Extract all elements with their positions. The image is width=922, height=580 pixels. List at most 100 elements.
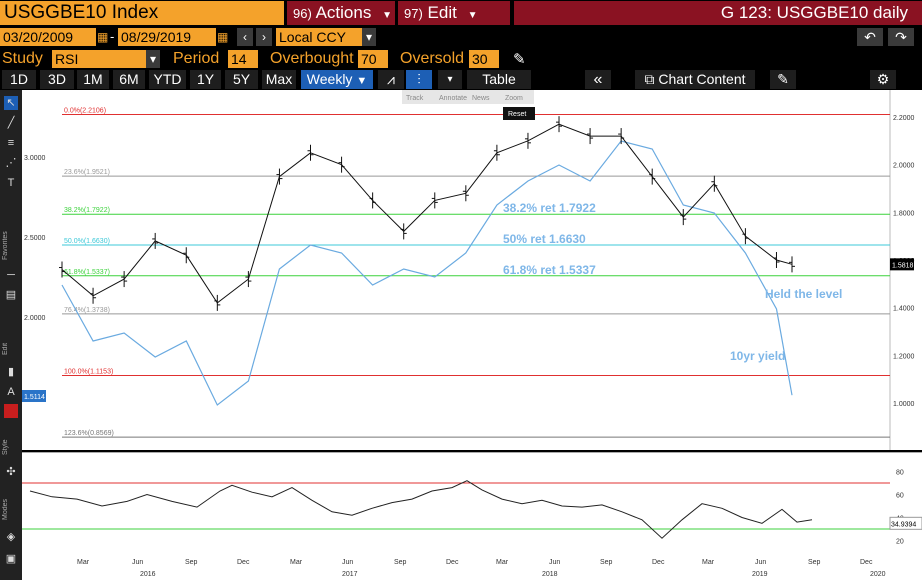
last-price-value: 1.5818 xyxy=(892,262,914,269)
rsi-axis-tick: 80 xyxy=(896,470,904,477)
chart-content-button[interactable]: ⧉ Chart Content xyxy=(635,70,755,89)
annotation-61-ret: 61.8% ret 1.5337 xyxy=(503,263,596,277)
x-month-tick: Dec xyxy=(237,559,250,566)
chart-tool-news[interactable]: News xyxy=(472,95,490,102)
edit-chart-icon[interactable]: ✎ xyxy=(770,70,796,89)
actions-menu-number: 96) xyxy=(293,6,312,21)
chevron-down-icon[interactable]: ▾ xyxy=(438,70,462,89)
rsi-axis-tick: 20 xyxy=(896,539,904,546)
edit-menu-label: Edit xyxy=(427,3,457,22)
font-icon[interactable]: A xyxy=(7,386,15,398)
x-year-tick: 2016 xyxy=(140,571,156,578)
layers-icon[interactable]: ◈ xyxy=(6,531,16,543)
oversold-field[interactable]: 30 xyxy=(469,50,499,68)
left-axis-tick: 2.0000 xyxy=(24,315,46,322)
line-tool-icon[interactable]: ╱ xyxy=(7,117,15,129)
table-button[interactable]: Table xyxy=(467,70,531,89)
annotation-50-ret: 50% ret 1.6630 xyxy=(503,232,586,246)
gear-icon[interactable]: ⚙ xyxy=(870,70,896,89)
last-yield-tag xyxy=(22,390,46,402)
x-month-tick: Jun xyxy=(132,559,143,566)
overbought-field[interactable]: 70 xyxy=(358,50,388,68)
chevron-down-icon[interactable]: ▾ xyxy=(146,50,160,68)
redo-icon[interactable]: ↷ xyxy=(888,28,914,46)
modes-label: Modes xyxy=(2,498,9,520)
period-button-3d[interactable]: 3D xyxy=(40,70,74,89)
rsi-axis-background xyxy=(890,452,922,580)
rsi-background xyxy=(22,452,890,580)
x-month-tick: Sep xyxy=(185,559,198,566)
cursor-icon[interactable]: ↖ xyxy=(4,96,18,110)
x-year-tick: 2020 xyxy=(870,571,886,578)
end-date-field[interactable]: 08/29/2019 xyxy=(118,28,216,46)
ticker-field[interactable]: USGGBE10 Index xyxy=(0,1,284,25)
crosshair-icon[interactable]: ✣ xyxy=(6,466,16,478)
period-button-5y[interactable]: 5Y xyxy=(225,70,258,89)
period-button-1m[interactable]: 1M xyxy=(77,70,109,89)
pencil-icon[interactable]: ✎ xyxy=(513,51,526,68)
chevron-down-icon: ▼ xyxy=(467,10,478,21)
edit-label: Edit xyxy=(2,342,9,355)
favorites-label: Favorites xyxy=(2,231,9,260)
undo-icon[interactable]: ↶ xyxy=(857,28,883,46)
x-month-tick: Mar xyxy=(77,559,90,566)
reset-button[interactable] xyxy=(503,107,535,120)
horizontal-line-icon[interactable]: ─ xyxy=(7,269,15,281)
fib-level-label: 50.0%(1.6630) xyxy=(64,238,110,245)
chevron-down-icon[interactable]: ▾ xyxy=(362,28,376,46)
x-month-tick: Dec xyxy=(860,559,873,566)
period-button-ytd[interactable]: YTD xyxy=(149,70,186,89)
next-range-button[interactable]: › xyxy=(256,28,272,46)
actions-menu-label: Actions xyxy=(315,3,372,22)
price-chart[interactable]: 0.0%(2.2106) 23.6%(1.9521) 38.2%(1.7922) 50… xyxy=(22,90,922,450)
currency-select[interactable]: Local CCY xyxy=(276,28,362,46)
reset-button-label: Reset xyxy=(508,111,526,118)
frequency-select[interactable]: Weekly ▼ xyxy=(301,70,373,89)
fib-level-label: 61.8%(1.5337) xyxy=(64,269,110,276)
chart-tool-zoom[interactable]: Zoom xyxy=(505,95,523,102)
period-button-6m[interactable]: 6M xyxy=(113,70,145,89)
snapshot-icon[interactable]: ▣ xyxy=(5,553,17,565)
line-chart-icon[interactable]: ⩘ xyxy=(378,70,404,89)
annotation-38-ret: 38.2% ret 1.7922 xyxy=(503,201,596,215)
frequency-label: Weekly xyxy=(306,71,353,87)
trash-icon[interactable]: ▮ xyxy=(7,366,15,378)
rsi-last-tag xyxy=(889,516,922,530)
edit-menu-button[interactable]: 97) Edit ▼ xyxy=(398,1,510,25)
previous-range-button[interactable]: ‹ xyxy=(237,28,253,46)
rsi-last-value: 34.9394 xyxy=(891,521,916,528)
ruler-icon[interactable]: ▤ xyxy=(5,289,17,301)
study-select[interactable]: RSI xyxy=(52,50,146,68)
text-tool-icon[interactable]: T xyxy=(7,177,15,189)
collapse-icon[interactable]: « xyxy=(585,70,611,89)
last-yield-value: 1.5114 xyxy=(24,394,45,401)
right-axis-tick: 1.0000 xyxy=(893,401,915,408)
period-button-1y[interactable]: 1Y xyxy=(190,70,221,89)
x-month-tick: Jun xyxy=(342,559,353,566)
calendar-icon[interactable]: ▦ xyxy=(217,30,229,44)
style-label: Style xyxy=(2,439,9,455)
period-button-max[interactable]: Max xyxy=(262,70,296,89)
rsi-axis-tick: 60 xyxy=(896,493,904,500)
x-month-tick: Mar xyxy=(290,559,303,566)
chart-tool-annotate[interactable]: Annotate xyxy=(439,95,467,102)
color-icon[interactable] xyxy=(4,404,18,418)
x-month-tick: Sep xyxy=(394,559,407,566)
x-month-tick: Jun xyxy=(755,559,766,566)
start-date-field[interactable]: 03/20/2009 xyxy=(0,28,96,46)
period-field[interactable]: 14 xyxy=(228,50,258,68)
fibonacci-tool-icon[interactable]: ≡ xyxy=(7,137,15,149)
calendar-icon[interactable]: ▦ xyxy=(97,30,109,44)
right-axis-tick: 2.0000 xyxy=(893,163,915,170)
fib-level-label: 76.4%(1.3738) xyxy=(64,307,110,314)
x-year-tick: 2019 xyxy=(752,571,768,578)
chart-tool-track[interactable]: Track xyxy=(406,95,424,102)
channel-tool-icon[interactable]: ⋰ xyxy=(5,157,17,169)
x-month-tick: Jun xyxy=(549,559,560,566)
period-button-1d[interactable]: 1D xyxy=(2,70,36,89)
actions-menu-button[interactable]: 96) Actions ▼ xyxy=(287,1,395,25)
oversold-label: Oversold xyxy=(400,50,465,67)
bar-chart-icon[interactable]: ⫶ xyxy=(406,70,432,89)
x-year-tick: 2018 xyxy=(542,571,558,578)
rsi-chart[interactable]: 8060402034.9394MarJunSepDecMarJunSepDecM… xyxy=(22,452,922,580)
